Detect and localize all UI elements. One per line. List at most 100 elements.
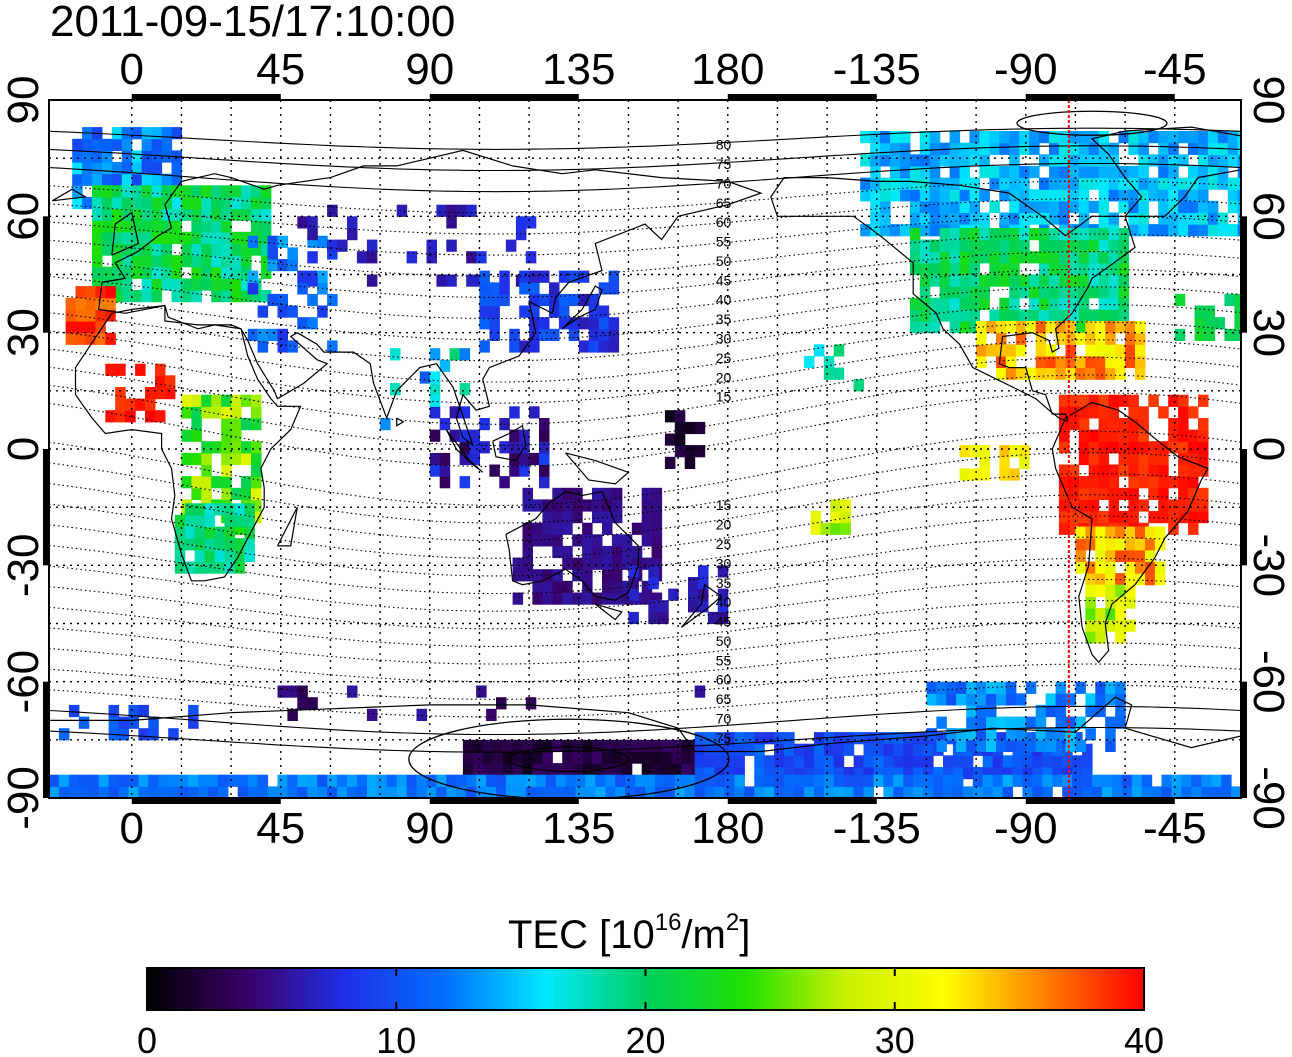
- tec-cell: [813, 755, 825, 768]
- tec-cell: [1025, 367, 1037, 380]
- tec-cell: [131, 127, 143, 140]
- tec-cell: [231, 231, 242, 244]
- tec-cell: [552, 522, 563, 535]
- tec-cell: [949, 200, 961, 213]
- tec-cell: [221, 441, 232, 454]
- tec-cell: [966, 681, 977, 694]
- tec-cell: [95, 332, 106, 345]
- tec-cell: [939, 228, 951, 241]
- tec-cell: [102, 278, 113, 291]
- tec-cell: [525, 786, 537, 798]
- tec-cell: [1105, 619, 1116, 632]
- tec-cell: [1178, 406, 1189, 419]
- tec-cell: [1198, 212, 1209, 225]
- tec-cell: [1108, 142, 1120, 155]
- tec-cell: [999, 177, 1010, 190]
- mlat-contour: [49, 515, 1241, 577]
- tec-cell: [479, 340, 490, 353]
- tec-cell: [138, 704, 149, 718]
- mlat-contour: [49, 180, 1241, 214]
- tec-cell: [949, 189, 961, 202]
- tec-cell: [429, 429, 441, 442]
- tec-cell: [572, 592, 583, 605]
- tec-cell: [131, 150, 143, 163]
- tec-cell: [148, 728, 159, 741]
- contour-label: 25: [716, 536, 732, 552]
- tec-cell: [602, 751, 613, 764]
- tec-cell: [297, 270, 308, 283]
- tec-cell: [1078, 297, 1090, 310]
- tec-cell: [539, 293, 550, 307]
- tec-cell: [155, 387, 166, 400]
- tec-cell: [221, 418, 232, 431]
- tec-cell: [108, 786, 120, 798]
- tec-cell: [909, 262, 921, 276]
- tec-cell: [949, 309, 961, 322]
- tec-cell: [939, 239, 951, 252]
- tec-cell: [191, 394, 202, 407]
- tec-cell: [459, 383, 471, 396]
- tec-data-layer: [49, 127, 1241, 798]
- tec-cell: [65, 309, 77, 322]
- tec-cell: [1204, 328, 1216, 341]
- tec-cell: [969, 297, 980, 310]
- tec-cell: [1009, 239, 1020, 252]
- tec-cell: [923, 774, 934, 787]
- coastline: [396, 417, 405, 427]
- tec-cell: [1138, 406, 1149, 419]
- lon-label-bottom: 0: [120, 804, 144, 853]
- tec-cell: [201, 185, 212, 198]
- tec-cell: [939, 251, 951, 264]
- tec-cell: [883, 774, 894, 787]
- tec-cell: [1085, 631, 1096, 644]
- tec-cell: [1098, 309, 1110, 322]
- tec-cell: [734, 732, 745, 745]
- tec-cell: [939, 309, 951, 322]
- tec-cell: [1088, 251, 1100, 264]
- tec-cell: [823, 767, 835, 780]
- tec-cell: [893, 755, 904, 768]
- tec-cell: [539, 429, 550, 442]
- tec-cell: [191, 452, 202, 466]
- coastline: [51, 188, 88, 202]
- tec-cell: [436, 786, 447, 798]
- tec-cell: [810, 511, 822, 524]
- south-pole-contour: [408, 718, 730, 798]
- frame-bar-top: [1025, 94, 1175, 100]
- tec-cell: [1095, 561, 1106, 574]
- tec-cell: [926, 728, 937, 741]
- tec-cell: [966, 693, 977, 706]
- tec-cell: [191, 278, 202, 291]
- tec-cell: [664, 433, 676, 446]
- tec-cell: [532, 522, 543, 535]
- tec-cell: [688, 588, 699, 601]
- tec-cell: [919, 309, 931, 322]
- tec-cell: [78, 786, 90, 798]
- tec-cell: [151, 255, 163, 268]
- tec-cell: [307, 274, 318, 287]
- tec-cell: [171, 220, 182, 233]
- tec-cell: [979, 142, 990, 155]
- tec-cell: [241, 266, 252, 279]
- tec-cell: [870, 224, 881, 237]
- tec-cell: [121, 208, 133, 221]
- tec-cell: [277, 786, 288, 798]
- tec-cell: [277, 340, 288, 353]
- mlat-contour: [49, 684, 1241, 718]
- tec-cell: [1128, 224, 1139, 237]
- tec-cell: [1105, 355, 1116, 369]
- tec-cell: [592, 592, 603, 605]
- tec-cell: [49, 786, 60, 798]
- tec-cell: [1078, 452, 1090, 466]
- tec-cell: [890, 165, 901, 179]
- tec-cell: [1095, 704, 1106, 718]
- tec-cell: [214, 561, 226, 574]
- tec-cell: [1105, 549, 1116, 562]
- tec-cell: [949, 274, 961, 287]
- tec-cell: [131, 220, 143, 233]
- tec-cell: [919, 212, 931, 225]
- tec-cell: [893, 767, 904, 780]
- tec-cell: [1105, 681, 1116, 694]
- tec-cell: [251, 487, 262, 500]
- tec-cell: [426, 786, 437, 798]
